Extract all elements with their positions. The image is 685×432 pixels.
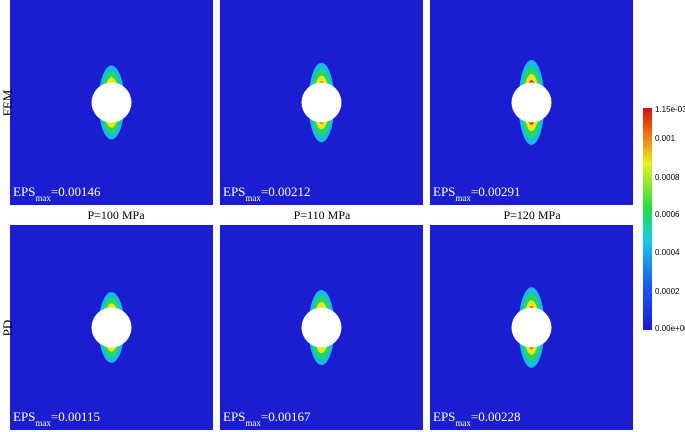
eps-label: EPSmax=0.00212 [223, 184, 311, 203]
eps-sub: max [35, 418, 51, 428]
eps-value: =0.00115 [51, 409, 100, 424]
eps-label: EPSmax=0.00115 [13, 409, 100, 428]
column-label: P=100 MPa [87, 208, 145, 222]
hole [511, 82, 552, 123]
eps-sub: max [245, 193, 261, 203]
eps-sub: max [455, 418, 471, 428]
hole [91, 82, 132, 123]
eps-sub: max [35, 193, 51, 203]
eps-sub: max [245, 418, 261, 428]
eps-main: EPS [223, 409, 245, 424]
colorbar-label: 0.0008 [655, 173, 680, 182]
eps-label: EPSmax=0.00146 [13, 184, 101, 203]
colorbar [643, 108, 652, 330]
hole [301, 82, 342, 123]
row-label: FEM [0, 89, 15, 116]
eps-value: =0.00146 [51, 184, 101, 199]
eps-main: EPS [223, 184, 245, 199]
eps-value: =0.00228 [471, 409, 521, 424]
eps-label: EPSmax=0.00291 [433, 184, 521, 203]
row-label: PD [0, 320, 15, 337]
eps-label: EPSmax=0.00167 [223, 409, 311, 428]
eps-sub: max [455, 193, 471, 203]
eps-main: EPS [433, 184, 455, 199]
colorbar-label: 0.001 [655, 134, 676, 143]
colorbar-label: 0.0004 [655, 248, 680, 257]
eps-main: EPS [433, 409, 455, 424]
colorbar-label: 1.15e-03 [655, 105, 685, 114]
eps-main: EPS [13, 184, 35, 199]
colorbar-label: 0.0006 [655, 210, 680, 219]
colorbar-label: 0.00e+00 [655, 324, 685, 333]
eps-value: =0.00291 [471, 184, 521, 199]
hole [301, 307, 342, 348]
hole [511, 307, 552, 348]
eps-value: =0.00212 [261, 184, 311, 199]
hole [91, 307, 132, 348]
column-label: P=110 MPa [294, 208, 351, 222]
eps-label: EPSmax=0.00228 [433, 409, 521, 428]
eps-main: EPS [13, 409, 35, 424]
panels: EPSmax=0.00146 EPSmax=0.00212 EPSmax=0.002… [10, 0, 633, 430]
column-label: P=120 MPa [503, 208, 561, 222]
eps-value: =0.00167 [261, 409, 311, 424]
colorbar-label: 0.0002 [655, 287, 680, 296]
